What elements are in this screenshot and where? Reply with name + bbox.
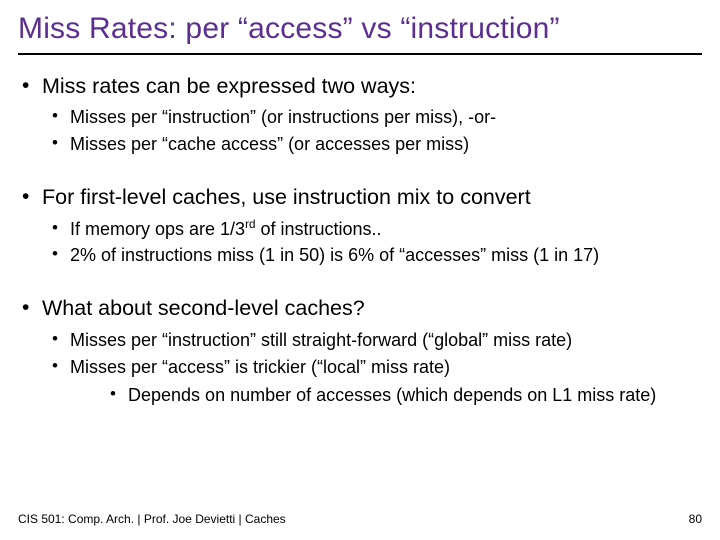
bullet-lvl1: Miss rates can be expressed two ways: <box>18 73 702 100</box>
bullet-lvl1: For first-level caches, use instruction … <box>18 184 702 211</box>
section-2: For first-level caches, use instruction … <box>18 184 702 267</box>
text-fragment: If memory ops are 1/3 <box>70 219 245 239</box>
bullet-lvl2: 2% of instructions miss (1 in 50) is 6% … <box>46 243 702 267</box>
bullet-lvl1: What about second-level caches? <box>18 295 702 322</box>
section-1: Miss rates can be expressed two ways: Mi… <box>18 73 702 156</box>
slide-title: Miss Rates: per “access” vs “instruction… <box>18 10 702 55</box>
bullet-lvl2: Misses per “instruction” still straight-… <box>46 328 702 352</box>
bullet-lvl2: Misses per “cache access” (or accesses p… <box>46 132 702 156</box>
bullet-lvl2: If memory ops are 1/3rd of instructions.… <box>46 217 702 241</box>
bullet-lvl3: Depends on number of accesses (which dep… <box>104 383 702 407</box>
footer: CIS 501: Comp. Arch. | Prof. Joe Deviett… <box>18 512 702 526</box>
text-fragment: of instructions.. <box>255 219 381 239</box>
slide: Miss Rates: per “access” vs “instruction… <box>0 0 720 540</box>
section-3: What about second-level caches? Misses p… <box>18 295 702 407</box>
footer-left: CIS 501: Comp. Arch. | Prof. Joe Deviett… <box>18 512 286 526</box>
bullet-lvl2: Misses per “access” is trickier (“local”… <box>46 355 702 379</box>
bullet-lvl2: Misses per “instruction” (or instruction… <box>46 105 702 129</box>
page-number: 80 <box>689 512 702 526</box>
superscript: rd <box>245 218 255 231</box>
